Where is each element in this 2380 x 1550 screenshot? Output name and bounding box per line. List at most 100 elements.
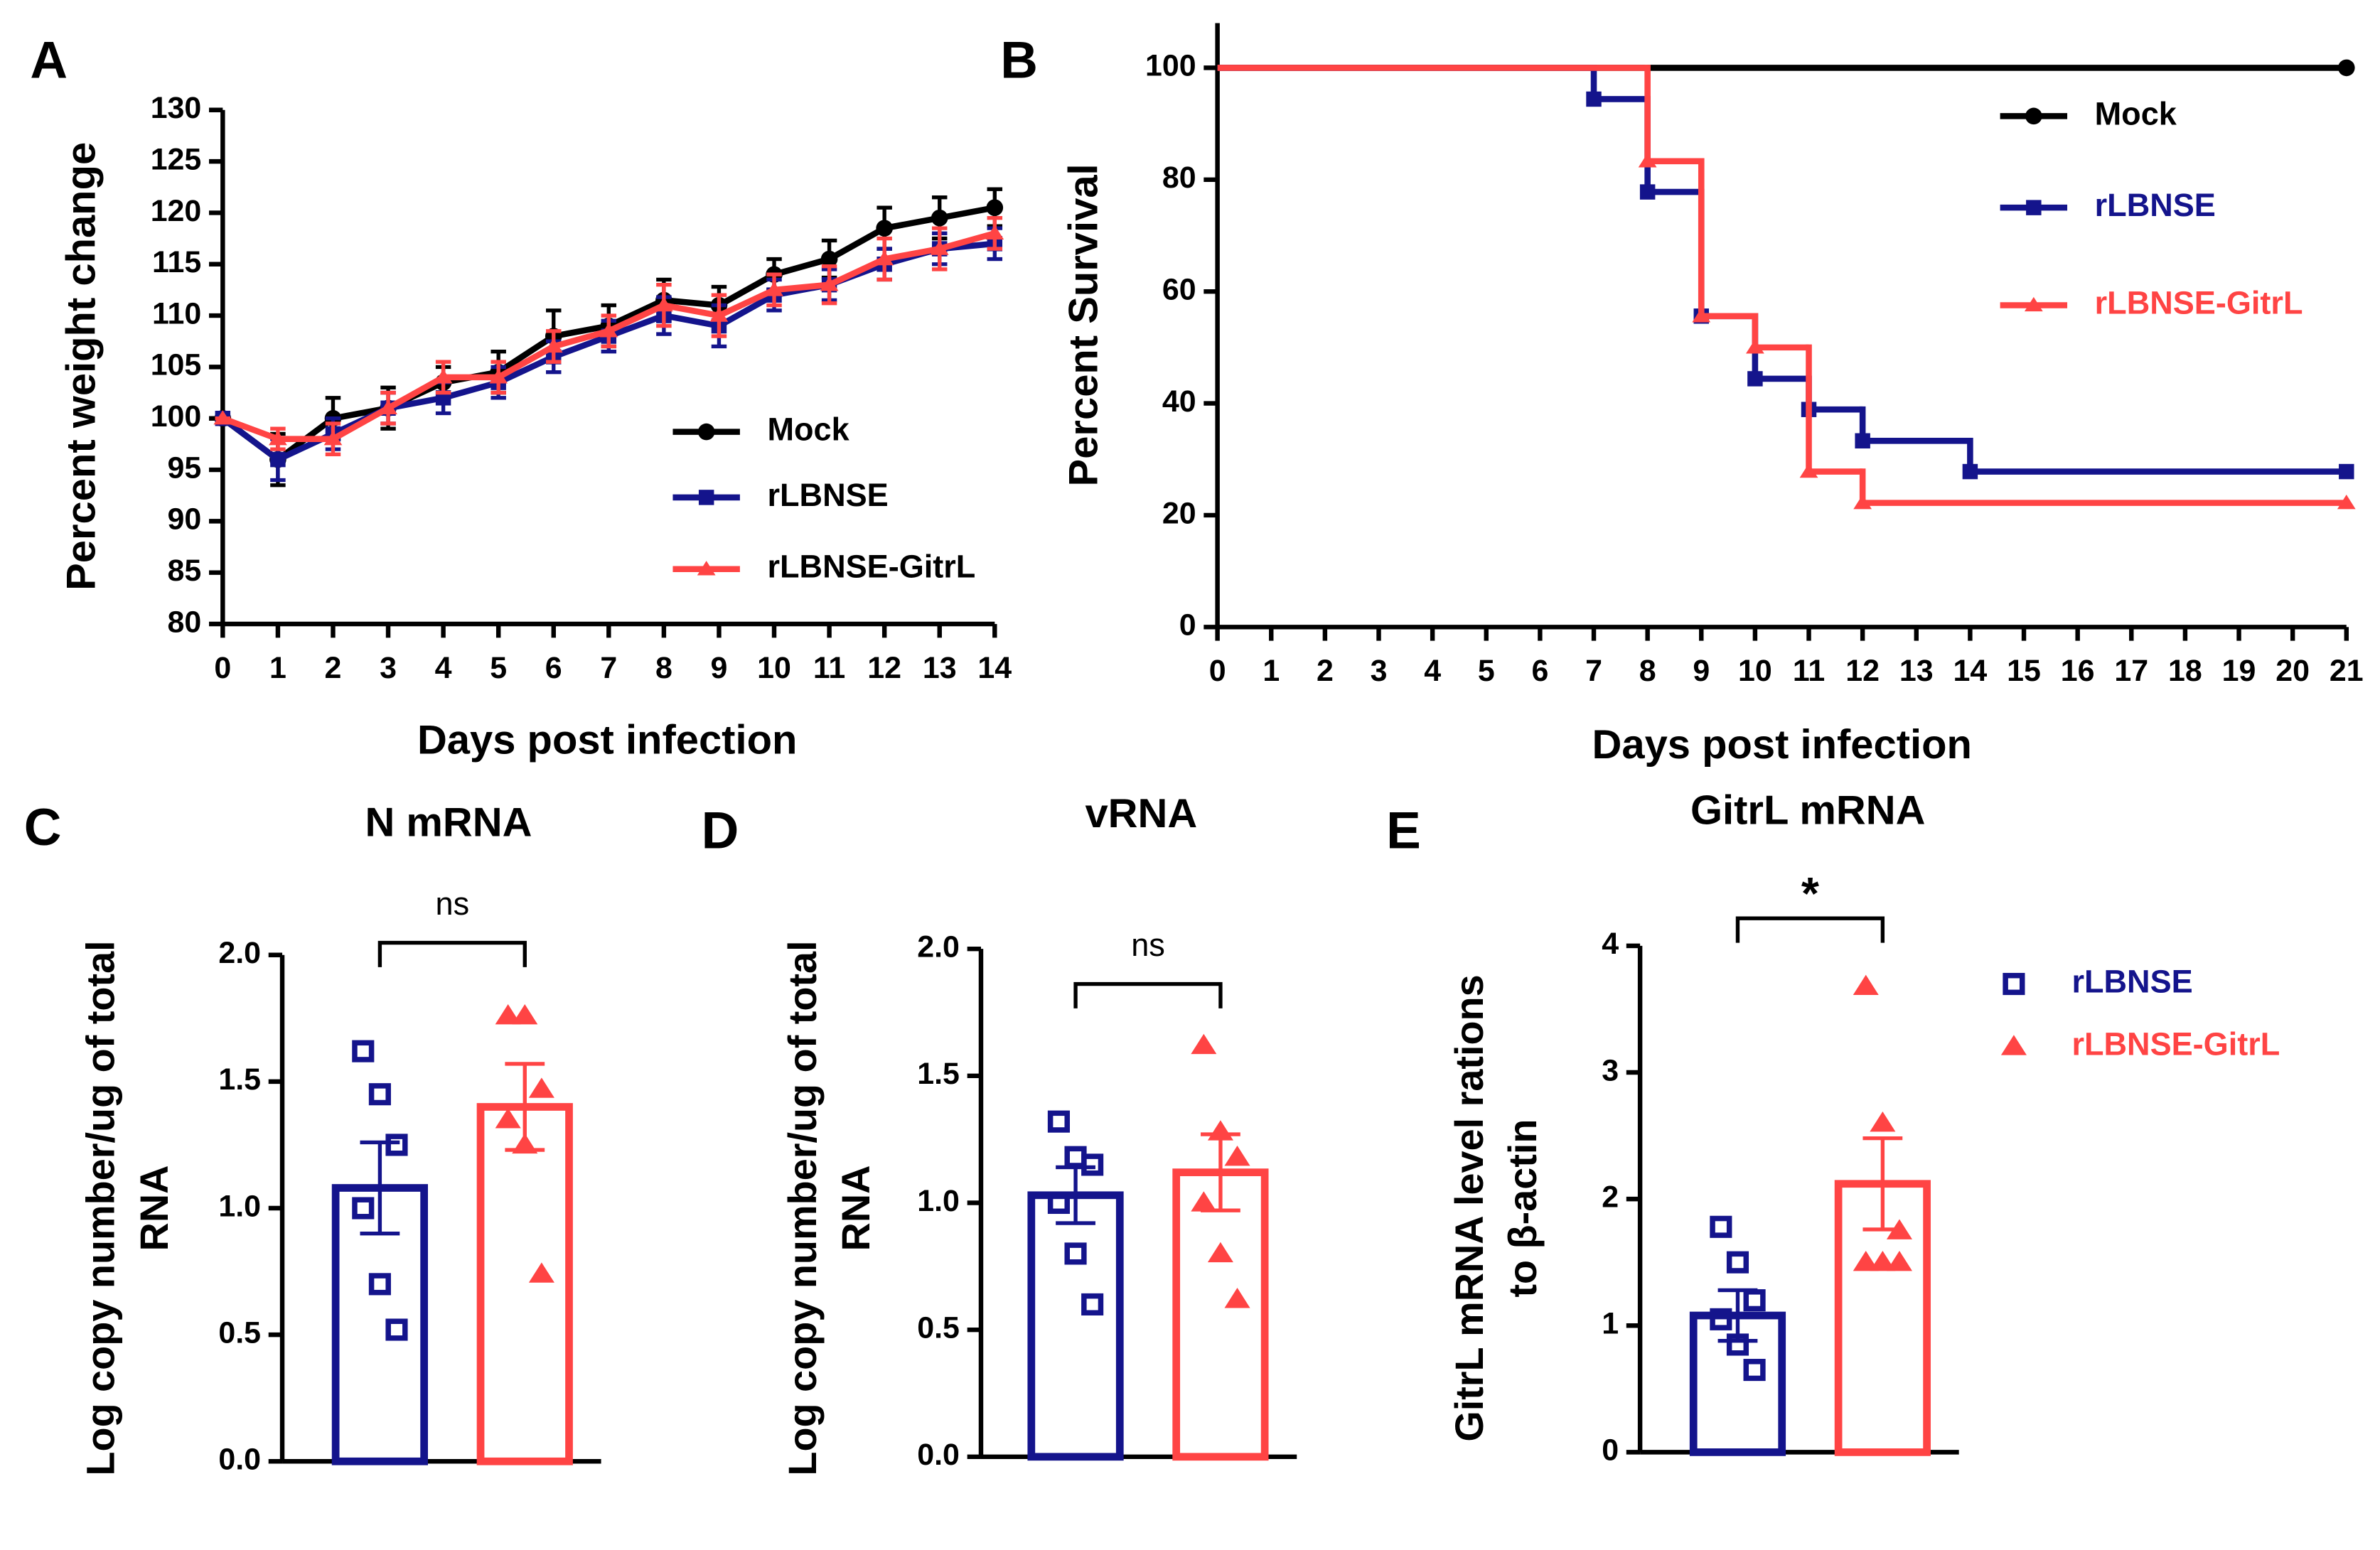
data-point [528, 1262, 554, 1283]
point [876, 220, 893, 237]
y-tick-label: 90 [168, 502, 202, 537]
x-tick-label: 8 [1639, 654, 1656, 688]
point [599, 323, 618, 338]
y-tick-label: 2.0 [218, 936, 261, 970]
x-tick-label: 11 [1793, 654, 1825, 688]
x-tick-label: 7 [1585, 654, 1602, 688]
data-point [1870, 1250, 1896, 1271]
x-tick-label: 14 [977, 651, 1012, 685]
point [1746, 339, 1764, 354]
y-tick-label: 120 [151, 194, 202, 228]
point [765, 281, 783, 296]
x-tick-label: 12 [1845, 654, 1880, 688]
data-point [1726, 1333, 1749, 1356]
point [1853, 495, 1872, 510]
x-tick-label: 21 [2330, 654, 2364, 688]
data-point [1191, 1191, 1217, 1212]
data-point [528, 1077, 554, 1098]
y-tick-label: 1.0 [218, 1189, 261, 1223]
chart-title: GitrL mRNA [1690, 787, 1925, 833]
data-point [368, 1273, 391, 1296]
x-tick-label: 6 [545, 651, 562, 685]
data-point [1047, 1191, 1070, 1215]
point [930, 240, 949, 255]
y-tick-label: 80 [1162, 161, 1196, 195]
y-tick-label: 3 [1602, 1053, 1619, 1087]
point [323, 431, 343, 446]
y-tick-label: 0.5 [218, 1315, 261, 1350]
y-tick-label: 20 [1162, 496, 1196, 530]
point [985, 225, 1004, 240]
panel-label: A [30, 32, 68, 90]
x-tick-label: 8 [655, 651, 672, 685]
data-point [1886, 1219, 1912, 1239]
x-tick-label: 5 [1478, 654, 1495, 688]
x-tick-label: 20 [2276, 654, 2310, 688]
point [270, 451, 286, 468]
legend-label: rLBNSE-GitrL [768, 549, 976, 585]
x-tick-label: 12 [867, 651, 901, 685]
significance-bracket [1073, 981, 1223, 1008]
y-tick-label: 2 [1602, 1180, 1619, 1214]
y-tick-label: 0 [1602, 1433, 1619, 1468]
y-axis-title: RNA [833, 1166, 878, 1252]
y-tick-label: 95 [168, 451, 202, 485]
x-tick-label: 6 [1531, 654, 1548, 688]
point [931, 209, 948, 227]
data-point [1207, 1242, 1233, 1263]
y-tick-label: 0.0 [218, 1443, 261, 1477]
legend-marker [2026, 200, 2042, 215]
data-point [1710, 1308, 1732, 1330]
bar [1027, 1191, 1124, 1461]
data-point [1870, 1112, 1896, 1132]
data-point [385, 1318, 408, 1341]
data-point [1853, 974, 1879, 996]
point [986, 199, 1004, 216]
y-tick-label: 1.5 [917, 1057, 960, 1091]
legend-marker [2024, 296, 2043, 312]
data-point [1886, 1250, 1912, 1271]
data-point [1224, 1288, 1250, 1308]
y-tick-label: 4 [1602, 927, 1619, 961]
y-axis-title: Log copy number/ug of total [780, 940, 825, 1475]
y-tick-label: 100 [151, 399, 202, 434]
data-point [1853, 1250, 1879, 1271]
data-point [1710, 1215, 1732, 1238]
y-axis-title: RNA [132, 1166, 176, 1252]
x-tick-label: 3 [1371, 654, 1388, 688]
point [379, 399, 397, 414]
point [1855, 433, 1870, 449]
significance-label: ns [1131, 927, 1165, 963]
point [1692, 308, 1711, 323]
panel-label: E [1386, 802, 1421, 859]
y-axis-title: to β-actin [1500, 1119, 1545, 1297]
point [820, 250, 838, 268]
point [1962, 463, 1978, 480]
y-tick-label: 1.0 [917, 1184, 960, 1218]
point [1799, 463, 1818, 478]
data-point [1743, 1359, 1766, 1382]
chart-title: N mRNA [365, 800, 532, 846]
bar [476, 1103, 573, 1465]
point [820, 276, 839, 291]
x-tick-label: 0 [1209, 654, 1226, 688]
legend-marker [697, 561, 716, 576]
y-tick-label: 0.5 [917, 1311, 960, 1345]
legend-marker [698, 490, 714, 505]
point [2337, 59, 2355, 77]
data-point [352, 1040, 375, 1062]
panel-label: D [702, 802, 739, 859]
y-tick-label: 60 [1162, 273, 1196, 307]
y-tick-label: 80 [168, 605, 202, 639]
panel-label: C [24, 799, 62, 856]
x-tick-label: 11 [813, 651, 845, 685]
point [1638, 153, 1657, 168]
point [709, 307, 729, 322]
legend-marker [2000, 1035, 2027, 1055]
x-tick-label: 4 [435, 651, 452, 685]
bar [1172, 1168, 1269, 1461]
data-point [1207, 1120, 1233, 1141]
data-point [1726, 1251, 1749, 1274]
y-tick-label: 110 [152, 296, 201, 330]
y-tick-label: 2.0 [917, 930, 960, 964]
